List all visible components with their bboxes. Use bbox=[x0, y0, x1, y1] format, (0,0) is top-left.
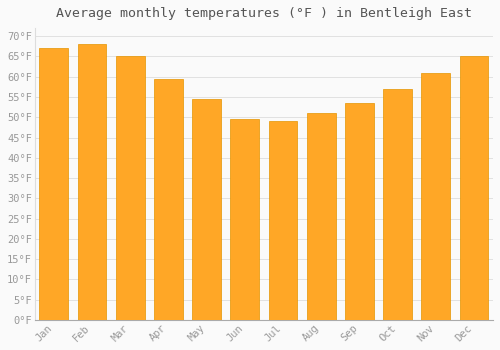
Bar bbox=[230, 119, 259, 320]
Title: Average monthly temperatures (°F ) in Bentleigh East: Average monthly temperatures (°F ) in Be… bbox=[56, 7, 472, 20]
Bar bbox=[460, 56, 488, 320]
Bar bbox=[78, 44, 106, 320]
Bar bbox=[422, 73, 450, 320]
Bar bbox=[40, 48, 68, 320]
Bar bbox=[268, 121, 298, 320]
Bar bbox=[192, 99, 221, 320]
Bar bbox=[383, 89, 412, 320]
Bar bbox=[307, 113, 336, 320]
Bar bbox=[116, 56, 144, 320]
Bar bbox=[154, 79, 182, 320]
Bar bbox=[345, 103, 374, 320]
